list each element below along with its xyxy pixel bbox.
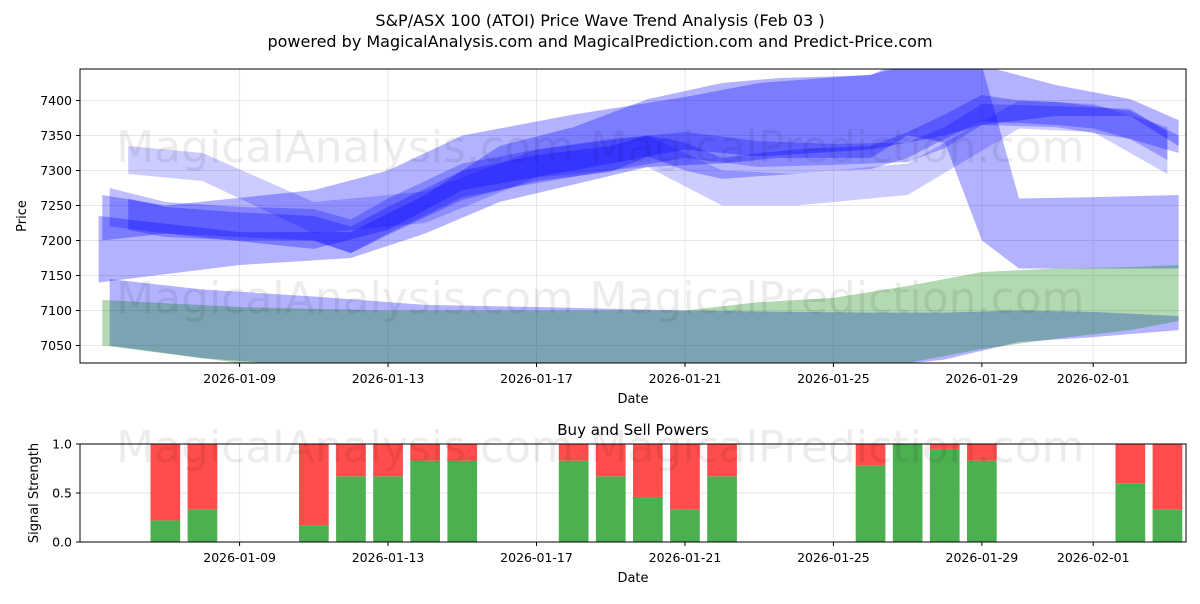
band-wave-upper-5 — [98, 69, 1179, 283]
watermark-prediction-bottom: MagicalPrediction.com — [590, 422, 1085, 473]
price-bands — [98, 69, 1179, 363]
buy-bar-2026-01-07 — [150, 520, 181, 542]
signal-panel-title: Buy and Sell Powers — [557, 421, 709, 439]
price-x-tick-label: 2026-01-25 — [797, 371, 870, 386]
watermark-prediction-upper: MagicalPrediction.com — [590, 122, 1085, 173]
price-x-tick-label: 2026-01-29 — [946, 371, 1019, 386]
buy-bar-2026-01-26 — [855, 465, 886, 542]
signal-y-tick-label: 1.0 — [52, 437, 72, 452]
sell-bar-2026-01-22 — [707, 444, 737, 477]
sell-bar-2026-01-07 — [150, 444, 181, 521]
buy-bar-2026-01-22 — [707, 476, 737, 542]
buy-bar-2026-01-11 — [299, 525, 329, 542]
price-x-axis-label: Date — [617, 392, 648, 407]
signal-y-tick-label: 0.0 — [52, 535, 72, 550]
price-y-tick-label: 7200 — [40, 233, 72, 248]
sell-bar-2026-01-11 — [299, 444, 329, 526]
price-y-tick-label: 7350 — [40, 128, 72, 143]
chart-subtitle: powered by MagicalAnalysis.com and Magic… — [267, 32, 932, 51]
price-x-ticks: 2026-01-09 2026-01-13 2026-01-17 2026-01-21… — [203, 363, 1130, 386]
buy-bar-2026-01-15 — [447, 460, 478, 542]
band-wave-lower-2 — [102, 265, 1179, 363]
chart-title: S&P/ASX 100 (ATOI) Price Wave Trend Anal… — [375, 11, 824, 30]
band-wave-lower-1 — [109, 279, 1179, 363]
sell-bar-2026-01-29 — [967, 444, 997, 461]
buy-bar-2026-01-28 — [929, 448, 960, 542]
price-y-ticks: 7050 7100 7150 7200 7250 7300 7350 7400 — [40, 93, 80, 353]
sell-bar-2026-01-15 — [447, 444, 478, 461]
sell-bar-2026-01-14 — [410, 444, 440, 461]
buy-bar-2026-02-02 — [1115, 483, 1146, 542]
band-wave-upper-1 — [102, 69, 1179, 249]
signal-x-tick-label: 2026-01-29 — [946, 550, 1019, 565]
price-x-tick-label: 2026-01-13 — [352, 371, 425, 386]
watermark-analysis-bottom: MagicalAnalysis.com — [116, 422, 574, 473]
price-x-tick-label: 2026-01-21 — [649, 371, 722, 386]
buy-bar-2026-01-14 — [410, 460, 440, 542]
signal-y-axis-label: Signal Strength — [27, 443, 42, 543]
sell-bar-2026-02-03 — [1152, 444, 1183, 510]
sell-bar-2026-01-13 — [373, 444, 403, 477]
band-wave-upper-3 — [128, 100, 1168, 234]
price-y-tick-label: 7250 — [40, 198, 72, 213]
sell-bar-2026-01-28 — [929, 444, 960, 449]
buy-bar-2026-01-21 — [670, 509, 700, 542]
price-grid — [80, 69, 1186, 363]
price-panel: MagicalAnalysis.com MagicalPrediction.co… — [15, 68, 1187, 407]
buy-bar-2026-01-12 — [336, 476, 366, 542]
band-wave-upper-4 — [128, 94, 1179, 254]
signal-x-tick-label: 2026-02-01 — [1057, 550, 1130, 565]
buy-bar-2026-01-29 — [967, 460, 997, 542]
price-y-tick-label: 7050 — [40, 338, 72, 353]
price-x-tick-label: 2026-01-17 — [500, 371, 573, 386]
price-y-tick-label: 7150 — [40, 268, 72, 283]
price-y-tick-label: 7400 — [40, 93, 72, 108]
buy-bar-2026-01-18 — [558, 460, 589, 542]
price-y-tick-label: 7100 — [40, 303, 72, 318]
signal-x-tick-label: 2026-01-09 — [203, 550, 276, 565]
signal-x-tick-label: 2026-01-17 — [500, 550, 573, 565]
watermark-analysis-lower: MagicalAnalysis.com — [116, 273, 574, 324]
buy-bar-2026-01-08 — [187, 509, 218, 542]
sell-bar-2026-01-18 — [558, 444, 589, 461]
signal-x-tick-label: 2026-01-21 — [649, 550, 722, 565]
signal-x-axis-label: Date — [617, 571, 648, 586]
buy-bar-2026-02-03 — [1152, 509, 1183, 542]
signal-y-tick-label: 0.5 — [52, 486, 72, 501]
sell-bar-2026-01-21 — [670, 444, 700, 510]
price-y-tick-label: 7300 — [40, 163, 72, 178]
price-x-tick-label: 2026-02-01 — [1057, 371, 1130, 386]
buy-bar-2026-01-20 — [633, 497, 663, 542]
signal-bars — [150, 444, 1183, 542]
price-plot-frame — [79, 68, 1187, 364]
sell-bar-2026-01-08 — [187, 444, 218, 510]
signal-y-ticks: 0.0 0.5 1.0 — [52, 437, 80, 550]
sell-bar-2026-02-02 — [1115, 444, 1146, 484]
signal-x-tick-label: 2026-01-13 — [352, 550, 425, 565]
sell-bar-2026-01-26 — [855, 444, 886, 466]
buy-bar-2026-01-19 — [595, 476, 626, 542]
sell-bar-2026-01-19 — [595, 444, 626, 477]
signal-panel: Buy and Sell Powers MagicalAnalysis.com … — [27, 421, 1187, 586]
price-y-axis-label: Price — [15, 200, 30, 232]
signal-x-ticks: 2026-01-09 2026-01-13 2026-01-17 2026-01-21… — [203, 542, 1130, 565]
watermark-analysis-upper: MagicalAnalysis.com — [116, 122, 574, 173]
signal-plot-frame — [79, 443, 1187, 543]
sell-bar-2026-01-20 — [633, 444, 663, 498]
buy-bar-2026-01-27 — [892, 444, 923, 542]
band-wave-upper-2 — [109, 104, 1168, 254]
signal-x-tick-label: 2026-01-25 — [797, 550, 870, 565]
price-x-tick-label: 2026-01-09 — [203, 371, 276, 386]
buy-bar-2026-01-13 — [373, 476, 403, 542]
sell-bar-2026-01-12 — [336, 444, 366, 477]
watermark-prediction-lower: MagicalPrediction.com — [590, 273, 1085, 324]
